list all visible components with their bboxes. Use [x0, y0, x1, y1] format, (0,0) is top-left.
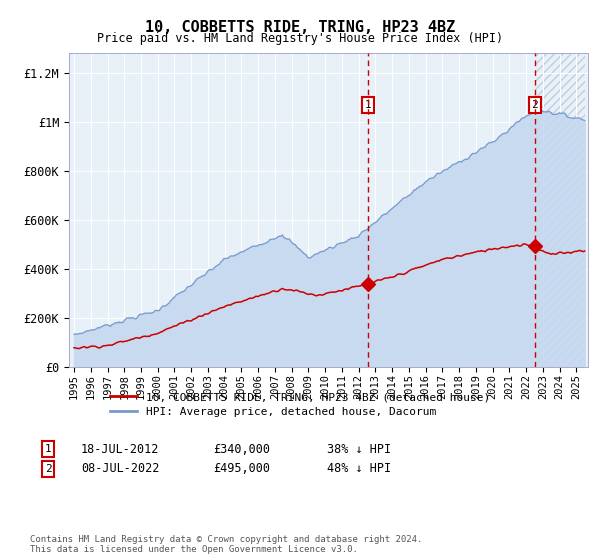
Legend: 10, COBBETTS RIDE, TRING, HP23 4BZ (detached house), HPI: Average price, detache: 10, COBBETTS RIDE, TRING, HP23 4BZ (deta…	[104, 387, 496, 422]
Text: 2: 2	[532, 100, 538, 110]
Text: 2: 2	[44, 464, 52, 474]
Text: 38% ↓ HPI: 38% ↓ HPI	[327, 442, 391, 456]
Text: 1: 1	[364, 100, 371, 110]
Text: £495,000: £495,000	[213, 462, 270, 475]
Text: 08-JUL-2022: 08-JUL-2022	[81, 462, 160, 475]
Text: 1: 1	[44, 444, 52, 454]
Text: Contains HM Land Registry data © Crown copyright and database right 2024.
This d: Contains HM Land Registry data © Crown c…	[30, 535, 422, 554]
Text: Price paid vs. HM Land Registry's House Price Index (HPI): Price paid vs. HM Land Registry's House …	[97, 32, 503, 45]
Text: 10, COBBETTS RIDE, TRING, HP23 4BZ: 10, COBBETTS RIDE, TRING, HP23 4BZ	[145, 20, 455, 35]
Text: £340,000: £340,000	[213, 442, 270, 456]
Text: 48% ↓ HPI: 48% ↓ HPI	[327, 462, 391, 475]
Text: 18-JUL-2012: 18-JUL-2012	[81, 442, 160, 456]
